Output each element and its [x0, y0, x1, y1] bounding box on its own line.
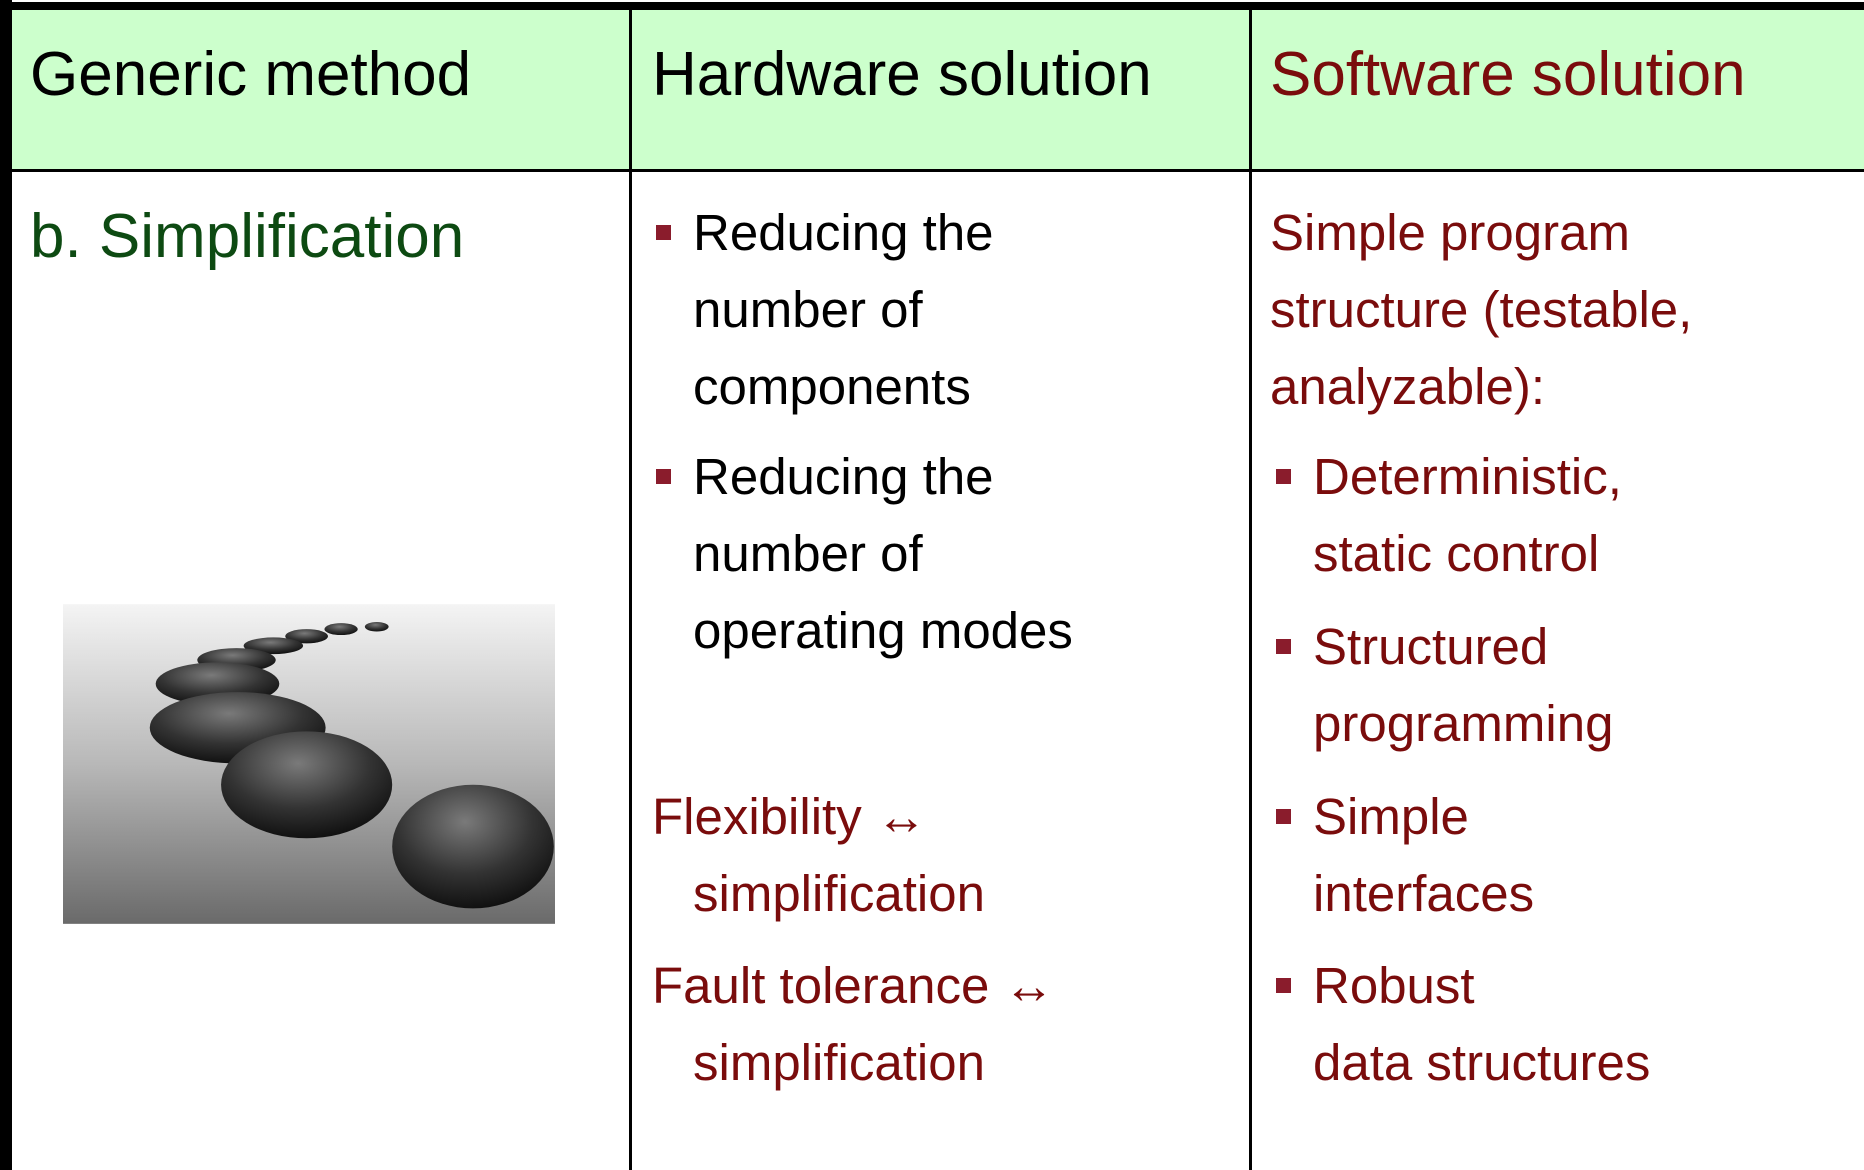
bullet-marker: [656, 225, 671, 240]
bullet-line: Deterministic,: [1313, 448, 1622, 505]
note-line: Fault tolerance ↔: [652, 957, 1055, 1014]
column-divider: [1249, 8, 1252, 1170]
stones-image: [63, 604, 555, 924]
header-bottom-border: [12, 169, 1864, 172]
intro-line: analyzable):: [1270, 358, 1545, 415]
column-divider: [629, 8, 632, 1170]
bullet-line: Robust: [1313, 957, 1475, 1014]
outer-left-border: [0, 0, 12, 1170]
bullet-line: operating modes: [693, 602, 1073, 659]
bullet-marker: [1276, 639, 1291, 654]
bullet-line: interfaces: [1313, 865, 1535, 922]
bullet-line: number of: [693, 525, 923, 582]
bullet-marker: [1276, 809, 1291, 824]
bullet-line: number of: [693, 281, 923, 338]
note-line: simplification: [693, 1034, 985, 1091]
intro-line: Simple program: [1270, 204, 1630, 261]
bullet-marker: [1276, 469, 1291, 484]
note-line: simplification: [693, 865, 985, 922]
bullet-line: Reducing the: [693, 448, 994, 505]
header-cell: Generic method: [30, 40, 472, 109]
header-background: [12, 8, 1864, 170]
bullet-line: Simple: [1313, 788, 1469, 845]
intro-line: structure (testable,: [1270, 281, 1693, 338]
bullet-line: components: [693, 358, 971, 415]
method-label: b. Simplification: [30, 202, 465, 271]
outer-top-border: [0, 2, 1864, 10]
bullet-line: programming: [1313, 695, 1614, 752]
bullet-line: Structured: [1313, 618, 1549, 675]
bullet-line: static control: [1313, 525, 1600, 582]
bullet-line: data structures: [1313, 1034, 1651, 1091]
header-cell: Software solution: [1270, 40, 1746, 109]
bullet-line: Reducing the: [693, 204, 994, 261]
bullet-marker: [1276, 978, 1291, 993]
bullet-marker: [656, 469, 671, 484]
note-line: Flexibility ↔: [652, 788, 927, 845]
header-cell: Hardware solution: [652, 40, 1152, 109]
